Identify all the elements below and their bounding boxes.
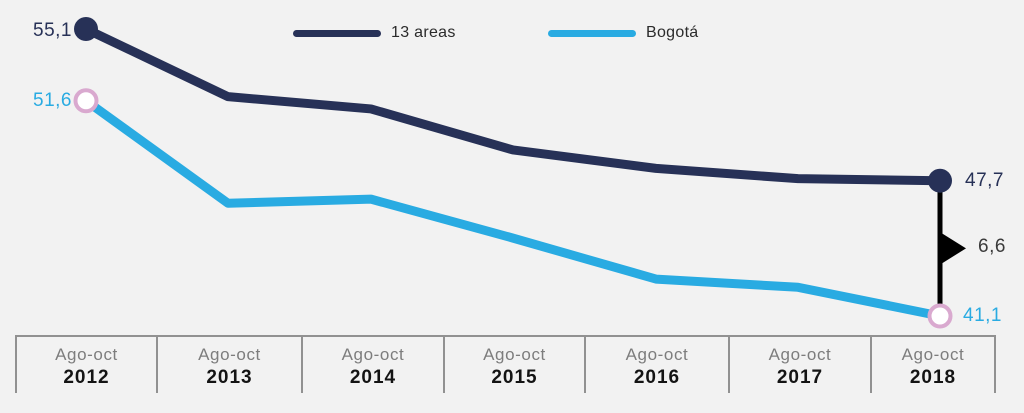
x-axis-year-label: 2015 xyxy=(491,367,538,388)
legend-label-bogota: Bogotá xyxy=(646,24,699,41)
x-axis-period-label: Ago-oct xyxy=(625,345,689,364)
x-axis-cell-2017: Ago-oct 2017 xyxy=(728,337,870,393)
x-axis-cell-2012: Ago-oct 2012 xyxy=(15,337,156,393)
x-axis-period-label: Ago-oct xyxy=(483,345,546,364)
x-axis-cell-2014: Ago-oct 2014 xyxy=(301,337,443,393)
legend-swatch-13-areas xyxy=(293,29,381,37)
x-axis-year-label: 2016 xyxy=(633,367,681,388)
x-axis-year-label: 2018 xyxy=(909,367,957,388)
value-label-bogota-2012: 51,6 xyxy=(33,89,72,111)
x-axis-cell-2016: Ago-oct 2016 xyxy=(584,337,728,393)
x-axis-year-label: 2017 xyxy=(776,367,824,388)
legend-swatch-bogota xyxy=(548,29,636,37)
value-label-gap-2018: 6,6 xyxy=(978,236,1006,258)
x-axis-year-label: 2014 xyxy=(349,367,397,388)
marker-bogota-2012 xyxy=(73,88,99,114)
x-axis-cell-2018: Ago-oct 2018 xyxy=(870,337,996,393)
gap-flag-icon xyxy=(942,233,966,264)
marker-bogota-2018 xyxy=(927,303,953,329)
x-axis-year-label: 2012 xyxy=(63,367,110,388)
marker-13-areas-2012 xyxy=(74,17,98,41)
x-axis-period-label: Ago-oct xyxy=(768,345,832,364)
legend-item-bogota: Bogotá xyxy=(548,24,699,42)
x-axis-cell-2015: Ago-oct 2015 xyxy=(443,337,584,393)
x-axis-period-label: Ago-oct xyxy=(901,345,965,364)
x-axis-period-label: Ago-oct xyxy=(341,345,405,364)
legend-item-13-areas: 13 areas xyxy=(293,24,456,42)
x-axis-year-label: 2013 xyxy=(206,367,253,388)
x-axis-period-label: Ago-oct xyxy=(55,345,118,364)
series-line-13-areas xyxy=(84,24,941,186)
value-label-13-areas-2012: 55,1 xyxy=(33,20,72,41)
marker-13-areas-2018 xyxy=(928,168,952,193)
x-axis-period-label: Ago-oct xyxy=(198,345,261,364)
legend-label-13-areas: 13 areas xyxy=(391,24,456,41)
x-axis: Ago-oct 2012 Ago-oct 2013 Ago-oct 2014 A… xyxy=(15,335,996,393)
series-line-bogota xyxy=(83,97,941,321)
value-label-bogota-2018: 41,1 xyxy=(963,305,1002,326)
value-label-13-areas-2018: 47,7 xyxy=(965,169,1004,191)
x-axis-cell-2013: Ago-oct 2013 xyxy=(156,337,301,393)
